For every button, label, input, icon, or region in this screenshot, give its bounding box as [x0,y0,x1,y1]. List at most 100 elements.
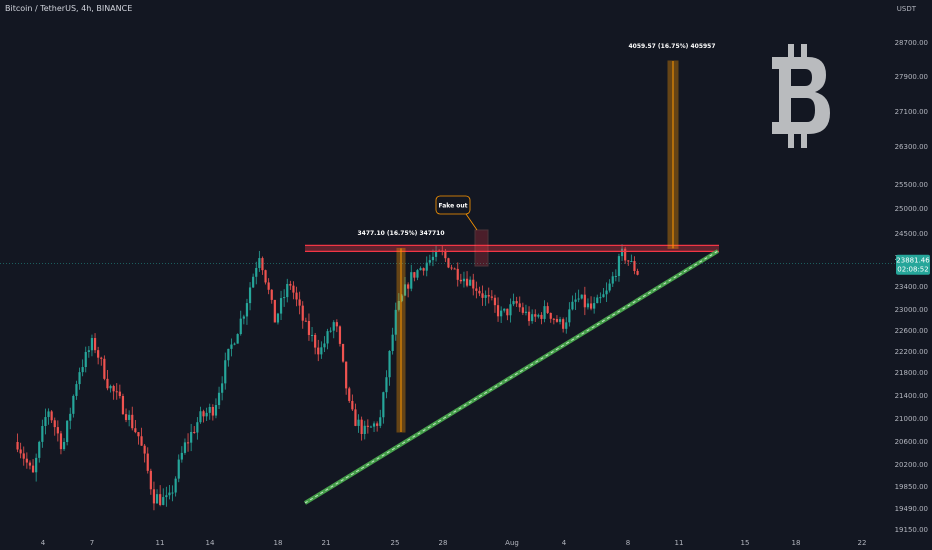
candle-body [620,248,624,257]
candle-body [56,427,59,434]
candle-body [338,326,342,344]
time-tick-label: 18 [792,539,801,547]
candle-body [264,270,267,283]
candle-body [193,431,196,433]
candle-body [93,338,97,351]
candle-body [577,298,580,300]
candle-body [162,497,165,505]
candle-body [434,250,438,257]
candle-body [230,344,233,349]
candle-body [84,351,87,368]
candle-body [571,301,574,310]
candle-body [177,459,180,479]
candle-body [283,297,286,299]
candle-body [509,304,512,316]
candle-body [558,319,562,322]
candle-body [496,305,500,317]
candle-body [562,319,565,329]
candle-body [431,256,435,261]
candle-body [174,478,177,493]
candle-body [416,270,419,278]
candle-body [140,436,143,446]
candle-body [354,409,357,426]
candle-body [407,284,410,289]
candle-body [348,388,351,401]
bitcoin-icon-bar-top-right [801,44,807,58]
candle-body [38,441,41,458]
candle-body [493,297,497,306]
candle-body [202,411,205,417]
time-tick-label: Aug [505,539,519,547]
candle-body [534,314,537,317]
candle-body [552,318,555,320]
candle-body [351,400,354,410]
candle-body [35,457,38,473]
candle-body [97,350,100,358]
fakeout-box [474,229,489,267]
candles [16,244,639,511]
candle-body [227,348,230,361]
candle-body [611,276,614,284]
price-tick-label: 23000.00 [895,306,928,314]
candle-body [186,442,190,444]
candle-body [59,433,63,450]
price-tick-label: 19850.00 [895,483,928,491]
candle-body [199,411,202,423]
price-tick-label: 24500.00 [895,230,928,238]
candle-body [168,492,171,496]
price-tag-countdown: 02:08:52 [897,266,928,274]
candle-body [124,414,128,420]
candle-body [81,367,84,373]
time-tick-label: 28 [439,539,448,547]
candle-body [106,378,109,389]
candle-body [574,299,577,302]
time-tick-label: 18 [274,539,283,547]
bitcoin-icon-bar-bottom-right [801,130,807,148]
price-tick-label: 19150.00 [895,526,928,534]
fakeout-label: Fake out [438,203,467,210]
candle-body [546,306,549,313]
candle-body [41,426,44,442]
candle-body [196,422,199,433]
candle-body [472,279,475,289]
candle-body [131,414,134,429]
price-tick-label: 26300.00 [895,143,928,151]
candle-body [301,305,304,321]
candle-body [481,293,484,298]
candle-body [72,395,75,414]
price-tick-label: 22600.00 [895,327,928,335]
measure-right-label: 4059.57 (16.75%) 405957 [628,43,715,50]
candle-body [478,290,481,294]
candle-body [270,289,273,300]
candle-body [462,278,466,282]
candle-body [500,310,503,317]
candle-body [630,261,633,263]
price-tick-label: 23400.00 [895,283,928,291]
candle-body [388,350,391,378]
candle-body [369,426,373,428]
time-tick-label: 11 [675,539,684,547]
candle-body [298,299,301,306]
candle-body [524,311,528,313]
candle-body [459,279,462,282]
candle-body [363,425,366,435]
candle-body [279,298,283,314]
price-tick-label: 21800.00 [895,369,928,377]
resistance-band [305,245,719,252]
candle-body [608,283,611,291]
candle-body [307,320,311,335]
candle-body [475,288,478,291]
time-tick-label: 7 [90,539,94,547]
price-tick-label: 27100.00 [895,108,928,116]
candle-body [137,432,140,437]
candle-body [487,295,490,297]
candle-body [295,292,298,300]
candle-body [366,425,369,427]
candle-body [320,347,323,355]
candle-body [537,314,540,317]
candle-body [19,449,22,454]
price-tick-label: 25000.00 [895,205,928,213]
candle-body [627,260,630,262]
candle-body [146,453,149,471]
